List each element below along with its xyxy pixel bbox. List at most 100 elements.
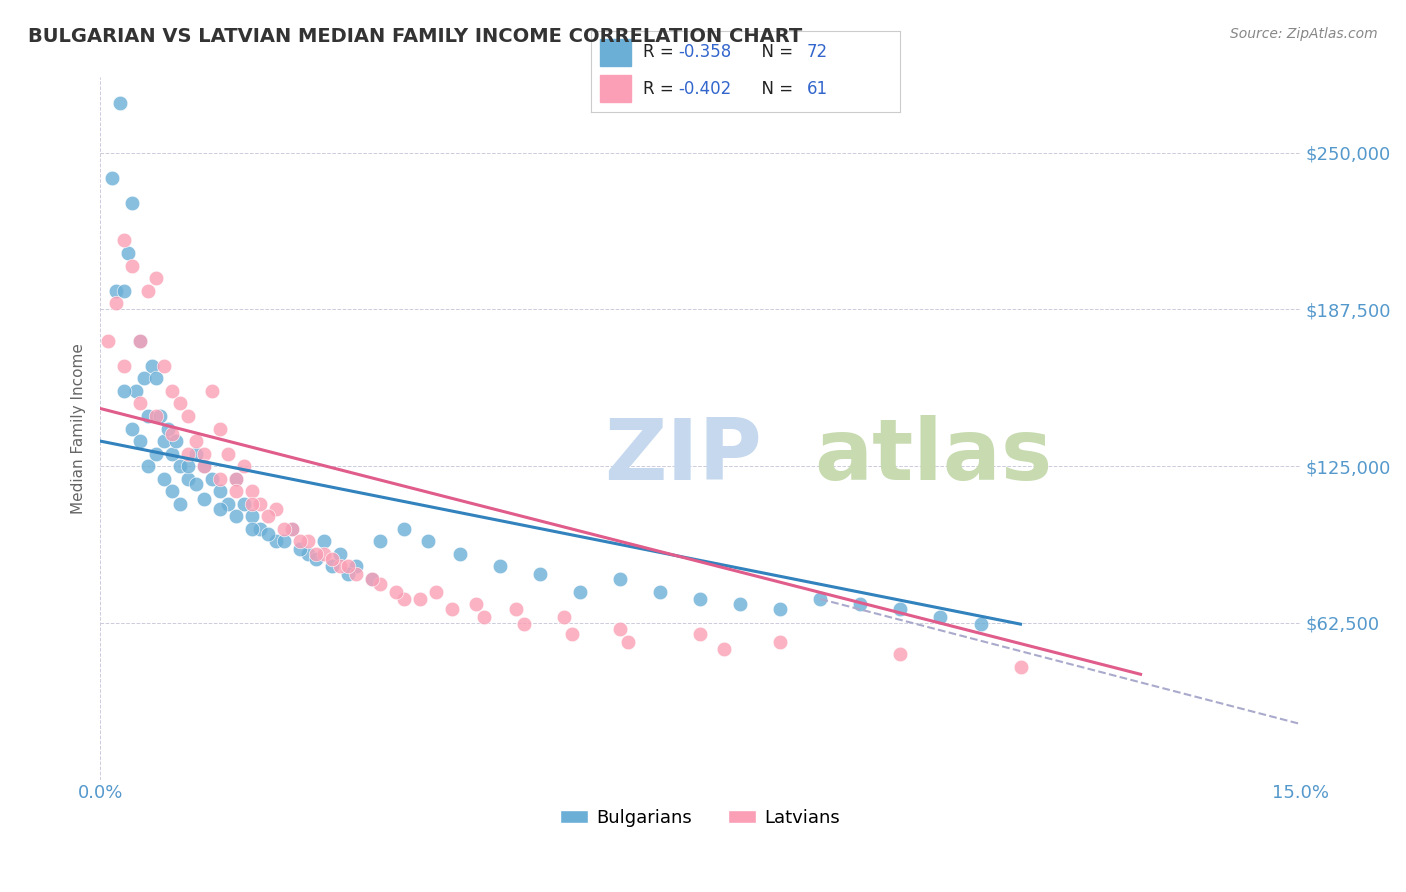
Point bbox=[730, 597, 752, 611]
Point bbox=[264, 534, 287, 549]
Point bbox=[394, 522, 416, 536]
Point bbox=[889, 602, 911, 616]
Point bbox=[153, 359, 176, 373]
Point bbox=[281, 522, 304, 536]
Point bbox=[305, 552, 328, 566]
Point bbox=[121, 195, 143, 210]
Point bbox=[129, 396, 152, 410]
Point bbox=[368, 534, 391, 549]
Point bbox=[290, 534, 312, 549]
Point bbox=[929, 609, 952, 624]
Point bbox=[689, 592, 711, 607]
Point bbox=[201, 384, 224, 398]
Point bbox=[136, 409, 159, 423]
Point bbox=[145, 371, 167, 385]
Point bbox=[505, 602, 527, 616]
Point bbox=[193, 459, 215, 474]
Point bbox=[513, 617, 536, 632]
Point bbox=[321, 552, 343, 566]
Point bbox=[136, 284, 159, 298]
Text: N =: N = bbox=[751, 43, 799, 61]
Point bbox=[136, 459, 159, 474]
Point bbox=[329, 559, 352, 574]
Point bbox=[650, 584, 672, 599]
Point bbox=[217, 497, 239, 511]
Point bbox=[101, 170, 124, 185]
Point bbox=[108, 95, 131, 110]
Point bbox=[145, 409, 167, 423]
Point bbox=[186, 434, 208, 448]
Point bbox=[337, 566, 360, 581]
Point bbox=[125, 384, 148, 398]
Point bbox=[321, 559, 343, 574]
Point bbox=[344, 566, 367, 581]
Point bbox=[249, 522, 271, 536]
Point bbox=[177, 447, 200, 461]
Point bbox=[129, 334, 152, 348]
Point bbox=[472, 609, 495, 624]
Point bbox=[129, 434, 152, 448]
Text: atlas: atlas bbox=[814, 415, 1053, 498]
Point bbox=[153, 434, 176, 448]
Point bbox=[810, 592, 832, 607]
Text: N =: N = bbox=[751, 80, 799, 98]
Point bbox=[257, 526, 280, 541]
Text: R =: R = bbox=[643, 43, 679, 61]
Point bbox=[112, 359, 135, 373]
Point bbox=[361, 572, 384, 586]
Point bbox=[337, 559, 360, 574]
Point bbox=[121, 259, 143, 273]
Point bbox=[240, 497, 263, 511]
Point bbox=[193, 447, 215, 461]
Text: 72: 72 bbox=[807, 43, 828, 61]
Point bbox=[112, 384, 135, 398]
Point bbox=[112, 234, 135, 248]
Point bbox=[273, 522, 295, 536]
Point bbox=[186, 476, 208, 491]
Point bbox=[290, 541, 312, 556]
Point bbox=[97, 334, 120, 348]
Text: -0.402: -0.402 bbox=[679, 80, 733, 98]
Point bbox=[153, 472, 176, 486]
Point bbox=[385, 584, 408, 599]
Point bbox=[529, 566, 551, 581]
Point bbox=[425, 584, 447, 599]
Point bbox=[169, 497, 191, 511]
Point bbox=[314, 547, 336, 561]
Point bbox=[157, 421, 180, 435]
Point bbox=[249, 497, 271, 511]
Point bbox=[569, 584, 592, 599]
Text: -0.358: -0.358 bbox=[679, 43, 733, 61]
Point bbox=[193, 491, 215, 506]
Point bbox=[129, 334, 152, 348]
Point bbox=[273, 534, 295, 549]
Point bbox=[329, 547, 352, 561]
Point bbox=[617, 634, 640, 648]
Point bbox=[769, 602, 792, 616]
Point bbox=[201, 472, 224, 486]
Point bbox=[449, 547, 471, 561]
Point bbox=[489, 559, 512, 574]
Point bbox=[1010, 659, 1032, 673]
Point bbox=[145, 271, 167, 285]
Point bbox=[561, 627, 583, 641]
Point bbox=[769, 634, 792, 648]
Text: Source: ZipAtlas.com: Source: ZipAtlas.com bbox=[1230, 27, 1378, 41]
Point bbox=[160, 447, 183, 461]
Point bbox=[609, 622, 631, 636]
Point bbox=[240, 509, 263, 524]
Point bbox=[264, 501, 287, 516]
Point bbox=[112, 284, 135, 298]
Point bbox=[418, 534, 440, 549]
Point bbox=[233, 497, 256, 511]
Point bbox=[225, 509, 247, 524]
Point bbox=[394, 592, 416, 607]
Point bbox=[160, 426, 183, 441]
Point bbox=[344, 559, 367, 574]
Point bbox=[225, 484, 247, 499]
Point bbox=[105, 296, 128, 310]
Point bbox=[177, 409, 200, 423]
Point bbox=[233, 459, 256, 474]
Point bbox=[969, 617, 991, 632]
Point bbox=[160, 384, 183, 398]
